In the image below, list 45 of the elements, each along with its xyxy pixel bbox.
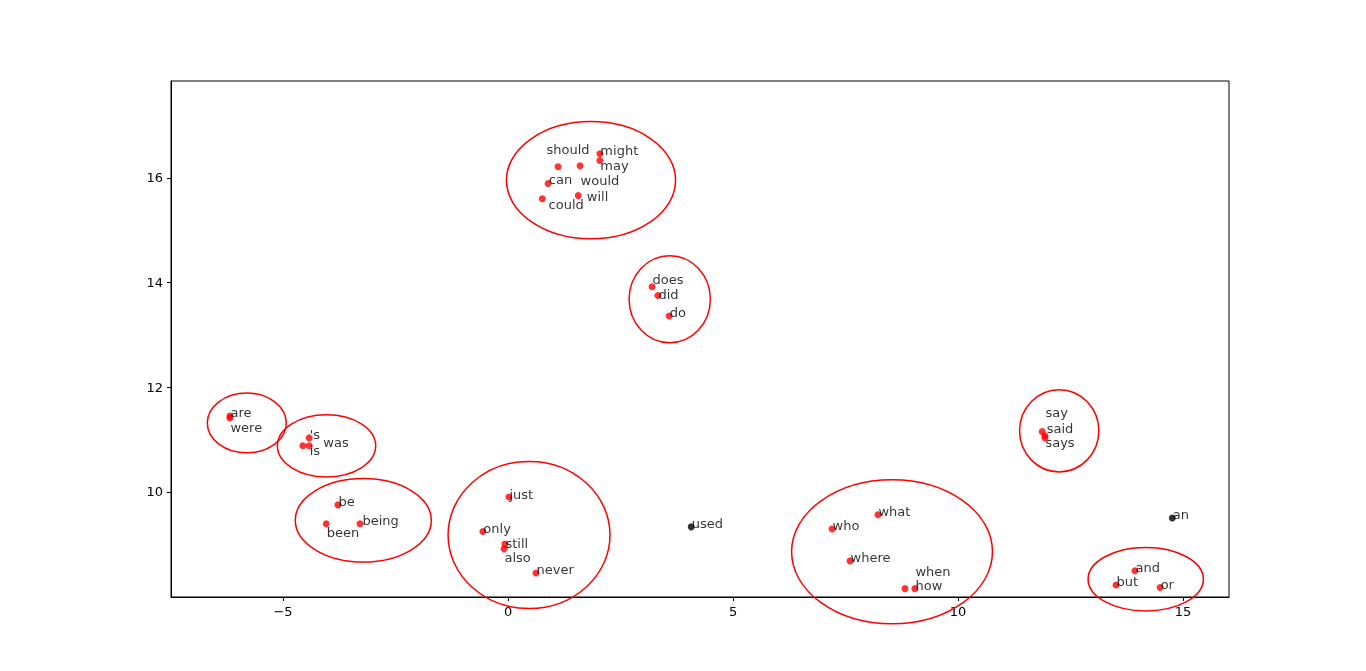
data-label: said [1046,421,1074,437]
data-label: could [548,197,584,213]
data-label: just [508,486,534,502]
data-label: be [338,494,355,510]
data-label: only [483,521,512,537]
data-label: but [1116,574,1139,590]
data-label: or [1160,577,1175,593]
data-label: would [580,173,620,189]
data-label: who [832,518,860,534]
data-label: is [309,443,321,459]
data-label: an [1172,507,1190,523]
data-label: says [1045,435,1075,451]
data-label: does [652,272,684,288]
data-label: do [669,305,686,321]
x-tick-label: 15 [1174,604,1192,619]
data-label: used [691,516,723,532]
y-tick-label: 12 [146,379,163,395]
data-label: being [362,513,399,529]
y-tick-label: 10 [146,484,163,500]
x-tick-label: 5 [728,604,738,619]
data-label: also [504,550,531,566]
data-label: 's [309,427,321,443]
y-tick-label: 16 [146,170,163,186]
data-label: did [658,287,679,303]
x-tick-label: −5 [273,604,293,619]
data-label: say [1045,405,1069,421]
data-label: still [505,535,529,551]
data-label: were [230,419,263,435]
data-label: can [548,172,573,188]
x-tick-label: 10 [949,604,967,619]
data-label: may [600,158,629,174]
data-label: was [323,435,349,451]
y-tick-label: 14 [146,274,163,290]
data-label: where [850,550,891,566]
data-label: are [230,405,252,421]
x-tick-label: 0 [503,604,513,619]
data-label: might [600,143,639,159]
data-label: when [915,564,951,580]
data-label: will [586,189,609,205]
data-label: should [546,142,590,158]
data-label: how [915,578,943,594]
data-label: and [1135,560,1160,576]
data-label: been [326,525,360,541]
data-label: what [878,504,911,520]
data-label: never [536,562,575,578]
